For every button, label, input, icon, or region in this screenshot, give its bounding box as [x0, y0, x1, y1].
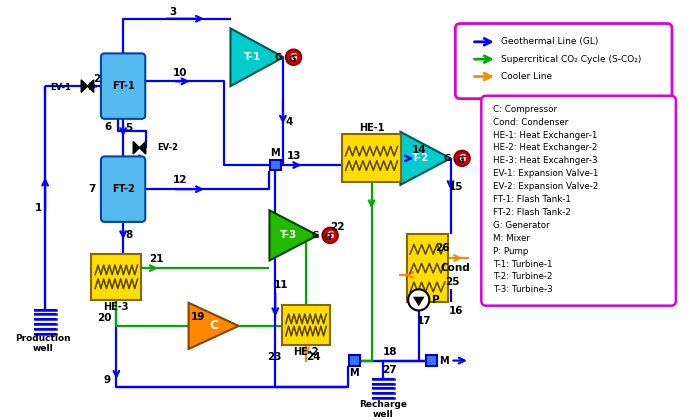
Text: C: C [209, 319, 218, 332]
Text: 19: 19 [191, 312, 205, 322]
Bar [270, 160, 281, 171]
Text: T-1: Turbine-1: T-1: Turbine-1 [493, 260, 552, 268]
Text: Cond: Condenser: Cond: Condenser [493, 118, 568, 127]
Text: 9: 9 [103, 375, 111, 385]
Polygon shape [133, 142, 140, 154]
Text: HE-1: Heat Exchanger-1: HE-1: Heat Exchanger-1 [493, 131, 597, 139]
Text: G: G [326, 231, 334, 240]
Polygon shape [189, 303, 238, 349]
Text: G: Generator: G: Generator [493, 221, 549, 230]
Text: M: M [350, 368, 359, 378]
Text: T-3: Turbine-3: T-3: Turbine-3 [493, 286, 553, 294]
Text: G: G [323, 233, 331, 242]
Text: G: G [290, 53, 297, 62]
Text: Recharge
well: Recharge well [359, 400, 407, 420]
Text: M: M [439, 356, 448, 365]
Circle shape [408, 289, 429, 310]
Text: G: G [289, 55, 296, 64]
FancyBboxPatch shape [482, 96, 676, 306]
FancyBboxPatch shape [101, 53, 145, 119]
Text: 4: 4 [285, 117, 292, 127]
Text: Geothermal Line (GL): Geothermal Line (GL) [500, 37, 598, 46]
Text: 18: 18 [383, 347, 397, 357]
Text: C: Compressor: C: Compressor [493, 105, 557, 114]
Text: HE-2: HE-2 [293, 347, 319, 357]
Text: FT-1: Flash Tank-1: FT-1: Flash Tank-1 [493, 195, 571, 204]
Text: Cond: Cond [440, 263, 470, 273]
Text: T-2: T-2 [412, 153, 429, 163]
FancyBboxPatch shape [101, 156, 145, 222]
Text: G: G [443, 154, 451, 163]
Text: Cooler Line: Cooler Line [500, 72, 551, 81]
FancyBboxPatch shape [341, 134, 401, 182]
Text: 6: 6 [104, 121, 111, 131]
Text: P: Pump: P: Pump [493, 247, 528, 256]
FancyBboxPatch shape [407, 234, 448, 302]
Text: G: G [311, 231, 319, 240]
Text: FT-1: FT-1 [112, 81, 135, 91]
Text: G: G [456, 156, 464, 165]
Text: G: G [274, 53, 282, 62]
Circle shape [286, 50, 301, 65]
Text: HE-3: Heat Excahnger-3: HE-3: Heat Excahnger-3 [493, 156, 598, 165]
Polygon shape [140, 142, 146, 154]
FancyBboxPatch shape [455, 24, 672, 99]
Text: 22: 22 [330, 222, 344, 232]
Text: EV-1: EV-1 [50, 83, 71, 92]
Bar [426, 355, 437, 366]
Text: M: M [270, 147, 280, 158]
Text: 15: 15 [449, 182, 464, 192]
Polygon shape [88, 80, 94, 92]
Text: EV-2: EV-2 [157, 143, 178, 152]
Text: HE-2: Heat Exchanger-2: HE-2: Heat Exchanger-2 [493, 144, 597, 152]
Bar [349, 355, 359, 366]
Text: HE-3: HE-3 [104, 302, 129, 312]
FancyBboxPatch shape [91, 254, 142, 300]
Text: 12: 12 [173, 176, 187, 186]
Text: 5: 5 [125, 123, 133, 134]
Text: M: Mixer: M: Mixer [493, 234, 530, 243]
Text: EV-2: Expansion Valve-2: EV-2: Expansion Valve-2 [493, 182, 598, 191]
Polygon shape [413, 297, 424, 306]
Text: 7: 7 [88, 184, 96, 194]
Text: Supercritical CO₂ Cycle (S-CO₂): Supercritical CO₂ Cycle (S-CO₂) [500, 55, 641, 64]
Text: T-3: T-3 [280, 231, 297, 240]
Text: 26: 26 [435, 243, 450, 253]
Text: EV-1: Expansion Valve-1: EV-1: Expansion Valve-1 [493, 169, 598, 178]
Text: 17: 17 [417, 316, 432, 326]
Text: 11: 11 [274, 281, 288, 291]
FancyBboxPatch shape [282, 305, 330, 345]
Circle shape [323, 228, 338, 243]
Text: 16: 16 [449, 307, 464, 316]
Circle shape [455, 151, 470, 166]
Text: T-2: Turbine-2: T-2: Turbine-2 [493, 273, 552, 281]
Text: 14: 14 [411, 144, 426, 155]
Text: 8: 8 [125, 231, 133, 240]
Polygon shape [401, 132, 451, 185]
Text: 20: 20 [97, 313, 112, 323]
Text: 27: 27 [383, 365, 397, 375]
Text: 21: 21 [149, 255, 164, 265]
Text: G: G [458, 154, 466, 163]
Text: 3: 3 [169, 7, 177, 17]
Text: 2: 2 [93, 74, 101, 84]
Text: 1: 1 [35, 203, 42, 213]
Text: 24: 24 [306, 352, 321, 362]
Text: T-1: T-1 [243, 52, 261, 62]
Text: Production
well: Production well [15, 333, 71, 353]
Text: HE-1: HE-1 [359, 123, 384, 133]
Text: 25: 25 [445, 277, 460, 286]
Text: FT-2: FT-2 [112, 184, 135, 194]
Polygon shape [82, 80, 88, 92]
Text: FT-2: Flash Tank-2: FT-2: Flash Tank-2 [493, 208, 571, 217]
Text: P: P [433, 295, 440, 305]
Polygon shape [269, 210, 318, 260]
Text: 23: 23 [267, 352, 281, 362]
Text: 13: 13 [287, 152, 302, 161]
Polygon shape [231, 29, 283, 86]
Text: 10: 10 [173, 68, 187, 78]
